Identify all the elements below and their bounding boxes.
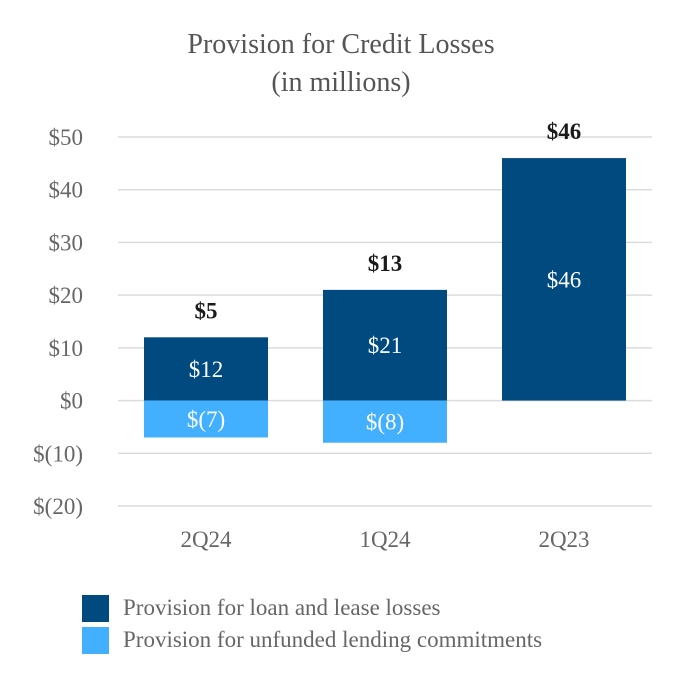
y-tick-label: $30 [49,230,84,255]
legend-item-unfunded: Provision for unfunded lending commitmen… [82,624,542,656]
bar-value-label: $(7) [187,407,225,432]
y-tick-label: $50 [49,125,84,150]
chart-title: Provision for Credit Losses [187,29,494,60]
legend-label-unfunded: Provision for unfunded lending commitmen… [123,627,543,652]
bar-value-label: $12 [189,357,224,382]
bar-unfunded-1q24 [323,400,447,443]
legend-swatch-unfunded [82,626,109,654]
bar-loan-lease-1q24 [323,289,447,401]
x-tick-label: 2Q24 [180,527,232,552]
legend-swatch-loan-lease [82,594,109,622]
y-tick-label: $0 [60,389,83,414]
total-label-2q23: $46 [547,119,582,144]
x-tick-label: 2Q23 [538,527,589,552]
bar-value-label: $21 [368,333,403,358]
y-tick-label: $10 [49,336,84,361]
chart-subtitle: (in millions) [271,67,410,98]
y-tick-label: $(10) [33,441,83,466]
bar-loan-lease-2q23 [502,158,626,401]
bar-unfunded-2q24 [144,400,268,438]
bar-value-label: $(8) [366,410,404,435]
y-tick-label: $40 [49,178,84,203]
legend-label-loan-lease: Provision for loan and lease losses [123,595,441,620]
total-label-1q24: $13 [368,251,403,276]
total-label-2q24: $5 [195,298,218,323]
legend-item-loan-lease: Provision for loan and lease losses [82,592,542,624]
y-tick-label: $20 [49,283,84,308]
legend: Provision for loan and lease losses Prov… [82,592,542,656]
y-tick-label: $(20) [33,494,83,519]
bar-loan-lease-2q24 [144,337,268,401]
bar-value-label: $46 [547,267,582,292]
x-tick-label: 1Q24 [359,527,411,552]
